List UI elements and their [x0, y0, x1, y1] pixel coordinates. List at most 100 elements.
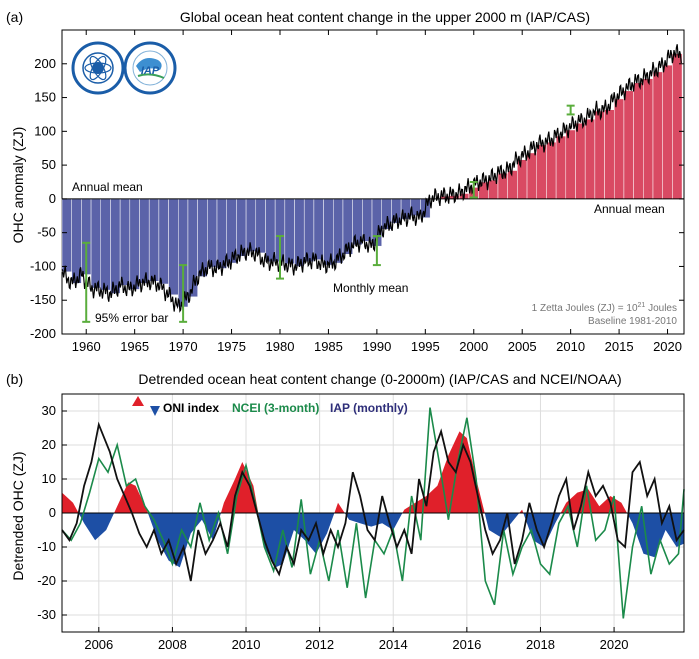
annual-mean-bar	[652, 71, 663, 200]
annual-mean-bar	[255, 198, 266, 254]
annual-mean-bar	[245, 198, 257, 252]
logo-group: IAP	[71, 41, 177, 95]
x-tick-label: 2020	[600, 637, 629, 652]
panel-b-label: (b)	[6, 371, 23, 387]
panel-b-legend: ONI index NCEI (3-month) IAP (monthly)	[122, 396, 408, 416]
annual-mean-label-right: Annual mean	[594, 202, 665, 216]
panel-a-frame	[61, 29, 685, 335]
x-tick-label: 1960	[72, 339, 101, 354]
y-tick-label: -10	[37, 539, 56, 554]
y-tick-label: 30	[42, 403, 56, 418]
oni-negative-area	[78, 513, 685, 568]
annual-mean-bar	[139, 198, 150, 284]
unit-note: 1 Zetta Joules (ZJ) = 1021 Joules	[532, 302, 677, 314]
x-tick-label: 2005	[508, 339, 537, 354]
oni-positive-area	[62, 431, 627, 513]
annual-mean-bar	[507, 170, 518, 200]
annual-mean-label-left: Annual mean	[72, 180, 143, 194]
legend-iap-label: IAP (monthly)	[330, 401, 408, 415]
legend-ncei-label: NCEI (3-month)	[232, 401, 319, 415]
panel-b-title: Detrended ocean heat content change (0-2…	[138, 371, 621, 387]
oni-negative-swatch	[144, 406, 160, 416]
y-tick-label: 0	[49, 505, 56, 520]
annual-mean-bar	[623, 90, 634, 200]
annual-mean-bar	[303, 198, 315, 262]
annual-mean-bar	[536, 144, 547, 200]
annual-mean-bar	[110, 198, 121, 294]
x-tick-label: 2020	[653, 339, 682, 354]
y-tick-label: 50	[42, 157, 56, 172]
x-tick-label: 2012	[305, 637, 334, 652]
x-tick-label: 2000	[459, 339, 488, 354]
y-tick-label: 0	[49, 191, 56, 206]
baseline-note: Baseline 1981-2010	[588, 316, 677, 327]
x-tick-label: 2016	[452, 637, 481, 652]
x-tick-label: 1980	[266, 339, 295, 354]
y-tick-label: 200	[34, 56, 56, 71]
x-tick-label: 1995	[411, 339, 440, 354]
cas-emblem-logo	[71, 41, 125, 95]
annual-mean-bar	[129, 198, 140, 290]
x-tick-label: 2015	[605, 339, 634, 354]
annual-mean-bar	[575, 122, 586, 200]
x-tick-label: 2008	[158, 637, 187, 652]
annual-mean-bar	[633, 82, 644, 200]
y-tick-label: 20	[42, 437, 56, 452]
iap-emblem-logo: IAP	[123, 41, 177, 95]
annual-mean-bar	[148, 198, 160, 282]
y-tick-label: -150	[30, 292, 56, 307]
annual-mean-bar	[313, 198, 324, 260]
y-tick-label: -200	[30, 326, 56, 341]
legend-oni-label: ONI index	[163, 401, 219, 415]
x-tick-label: 2014	[379, 637, 408, 652]
annual-mean-bar	[526, 152, 537, 200]
annual-mean-bar	[90, 198, 102, 289]
panel-a-y-axis-label: OHC anomaly (ZJ)	[10, 127, 26, 244]
annual-mean-bar	[643, 78, 654, 200]
y-tick-label: -20	[37, 573, 56, 588]
annual-mean-bar	[294, 198, 305, 267]
annual-mean-bar	[333, 198, 344, 264]
annual-mean-bar	[517, 159, 528, 200]
annual-mean-bar	[61, 198, 72, 273]
monthly-mean-line	[61, 44, 682, 313]
annual-mean-bar	[604, 109, 615, 200]
x-tick-label: 2018	[526, 637, 555, 652]
annual-mean-bar	[613, 98, 625, 200]
x-tick-label: 2010	[556, 339, 585, 354]
panel-a-plot: -200 -150 -100 -50 0 50 100 150 200 1960 1965 1970 1…	[30, 29, 685, 354]
annual-mean-bar	[565, 129, 576, 200]
annual-mean-bar	[284, 198, 295, 264]
y-tick-label: 10	[42, 471, 56, 486]
annual-mean-bar	[207, 198, 218, 268]
y-tick-label: -50	[37, 225, 56, 240]
annual-mean-bar	[158, 198, 169, 285]
y-tick-label: -30	[37, 607, 56, 622]
x-tick-label: 2006	[84, 637, 113, 652]
svg-text:IAP: IAP	[141, 65, 160, 77]
error-bar-label: 95% error bar	[95, 311, 168, 325]
x-tick-label: 1985	[314, 339, 343, 354]
annual-mean-bar	[594, 110, 605, 200]
annual-mean-bar	[584, 118, 596, 200]
x-tick-label: 1990	[362, 339, 391, 354]
y-tick-label: 150	[34, 90, 56, 105]
monthly-mean-label: Monthly mean	[333, 281, 408, 295]
annual-mean-bar	[323, 198, 334, 266]
x-tick-label: 2010	[232, 637, 261, 652]
annual-mean-bar	[100, 198, 111, 291]
x-tick-label: 1965	[120, 339, 149, 354]
annual-mean-bar	[672, 53, 683, 200]
x-tick-label: 1970	[169, 339, 198, 354]
iap-series-line	[61, 421, 685, 582]
annual-mean-bar	[662, 64, 673, 200]
panel-a-title: Global ocean heat content change in the …	[180, 9, 590, 25]
annual-mean-bar	[168, 198, 179, 296]
annual-mean-bar	[119, 198, 131, 286]
oni-positive-swatch	[122, 396, 144, 406]
panel-b-y-axis-label: Detrended OHC (ZJ)	[10, 451, 26, 580]
panel-b-plot: -30 -20 -10 0 10 20 30 2006 2008 2010 2012 2014 2016…	[37, 393, 685, 652]
annual-mean-bar	[555, 135, 567, 200]
y-tick-label: 100	[34, 123, 56, 138]
